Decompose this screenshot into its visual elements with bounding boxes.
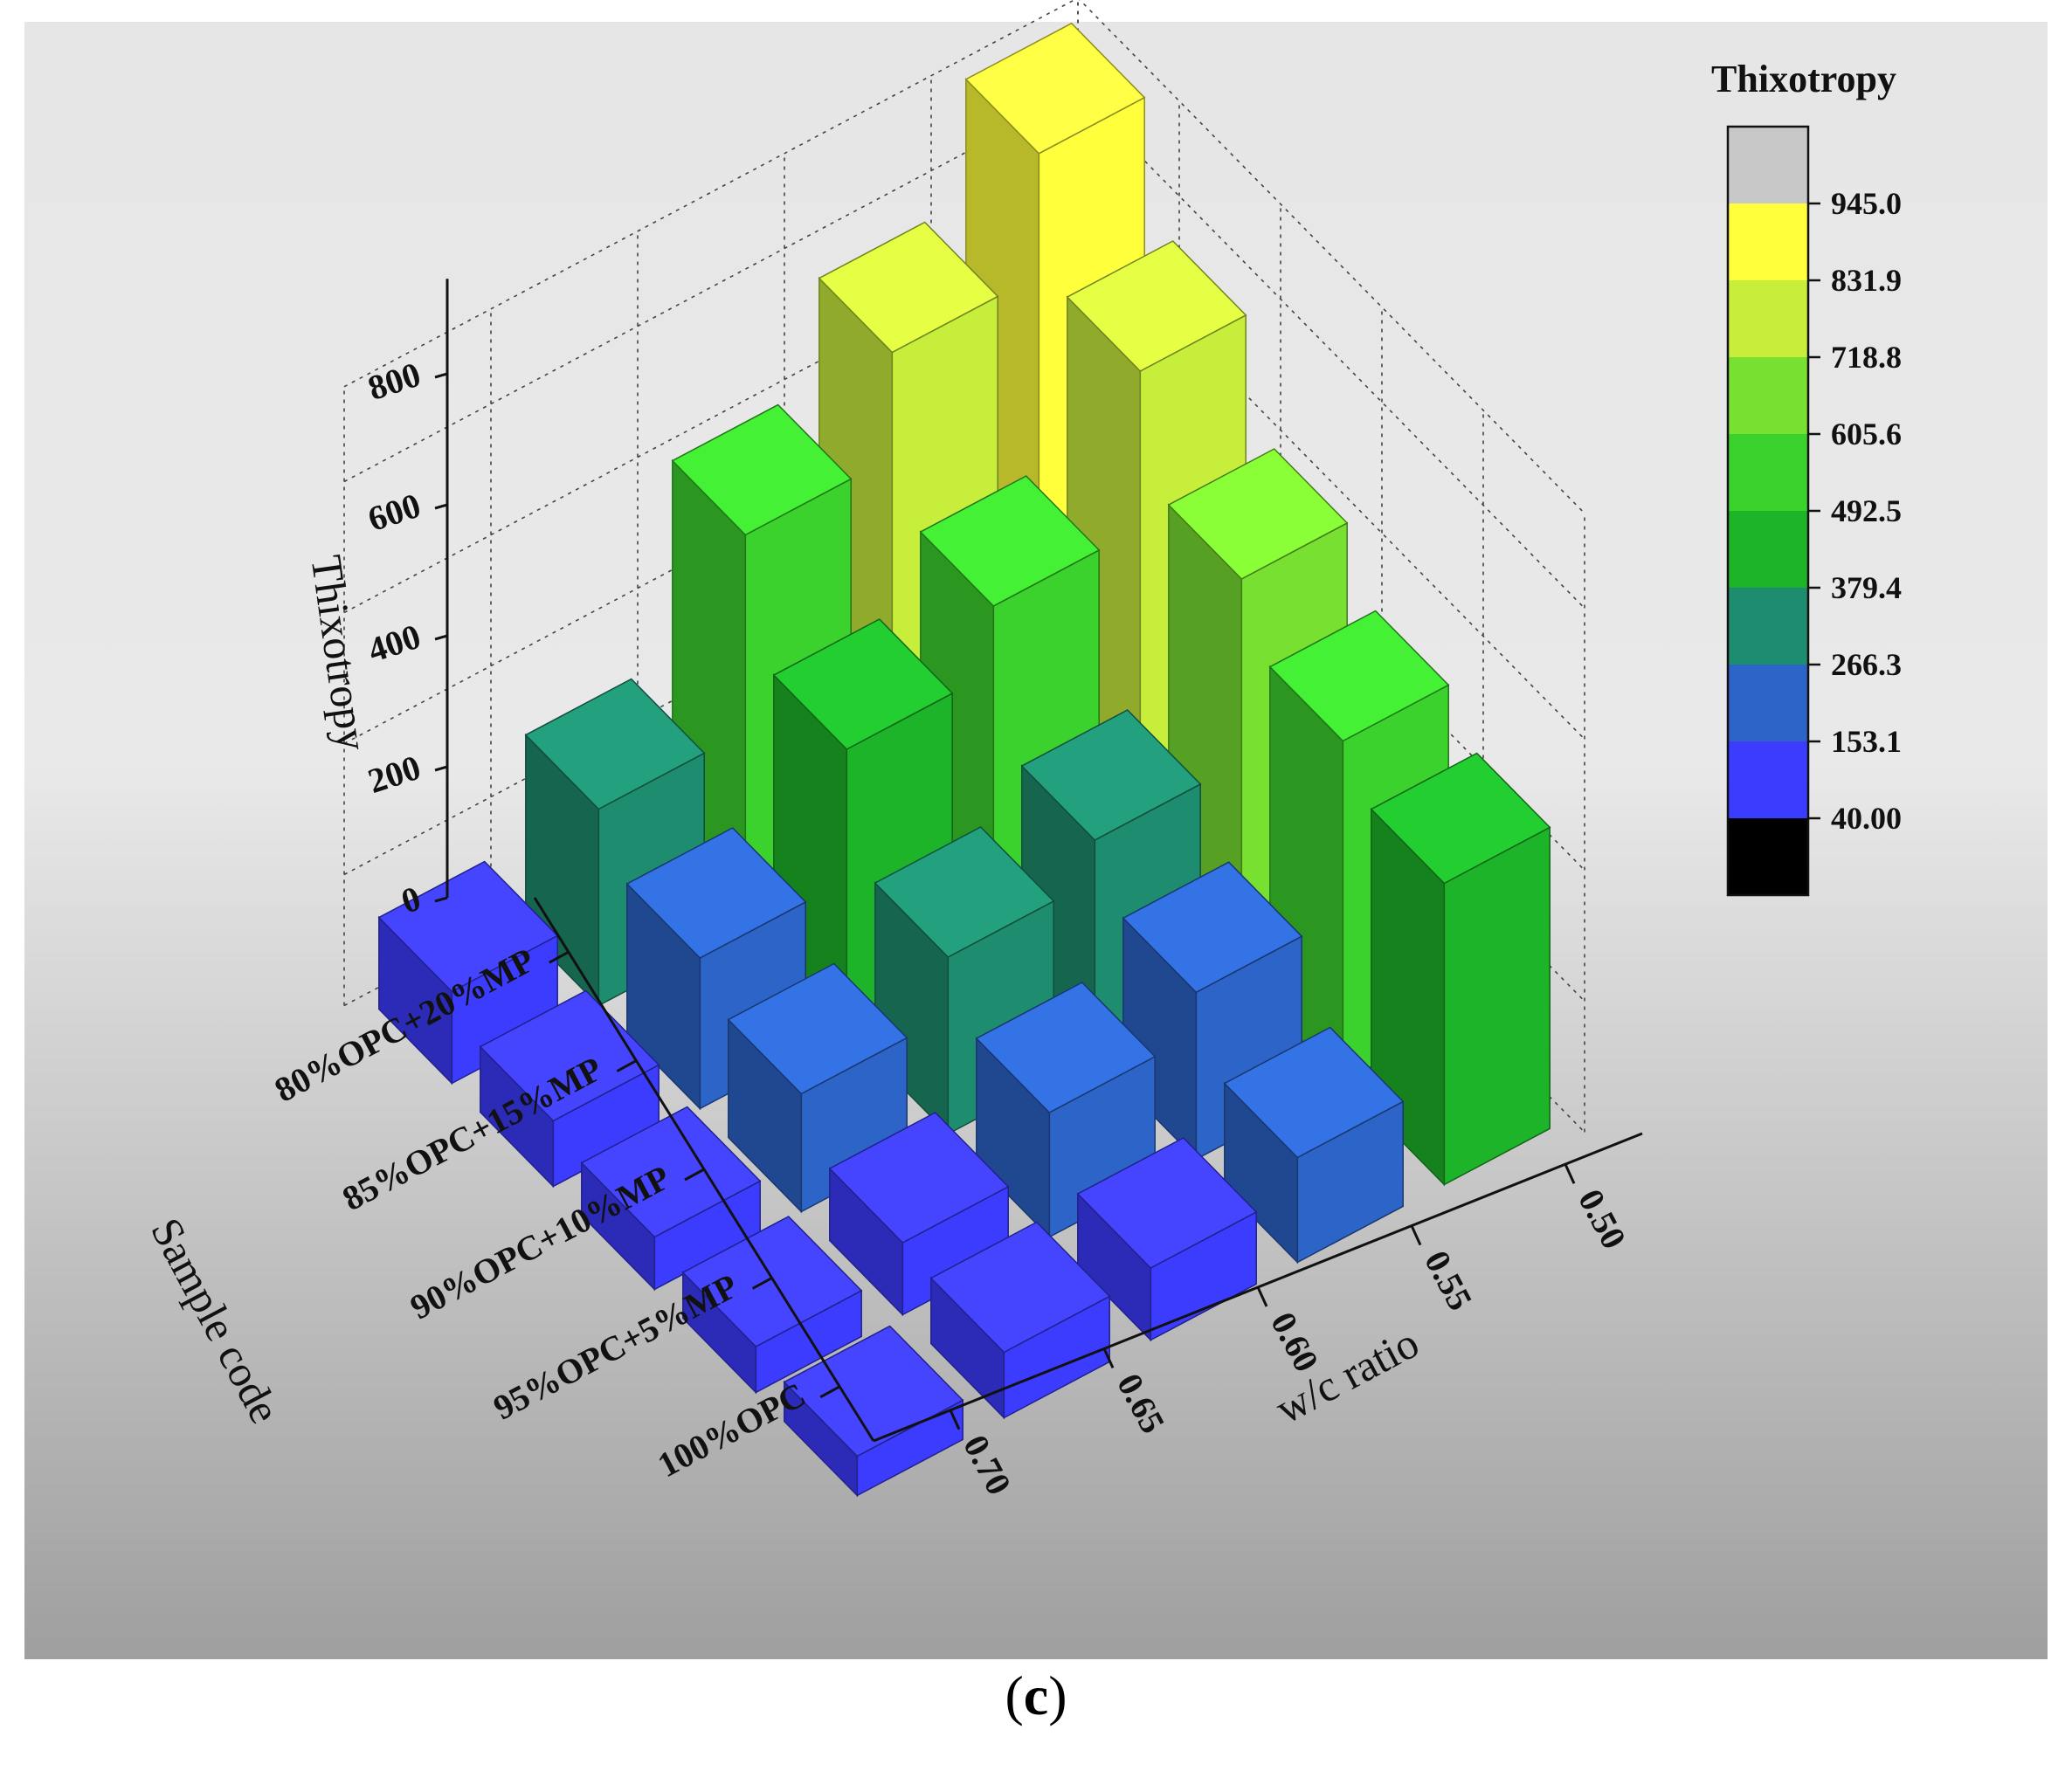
bar-top-face [1076,1137,1258,1269]
legend-swatch [1728,127,1808,203]
caption-letter: c [1023,1664,1049,1726]
legend-swatch [1728,741,1808,818]
legend-swatch [1728,280,1808,357]
bar-top-face [1370,752,1551,885]
legend-tick-label: 40.00 [1831,801,1902,836]
legend-tick-label: 492.5 [1831,493,1902,528]
legend-swatch [1728,588,1808,665]
sample-tick [819,1385,840,1399]
legend-swatch [1728,665,1808,741]
bar-top-face [625,827,807,959]
bar-top-face [1066,240,1247,372]
bar-100%OPC-wc-0.55 [1223,1026,1405,1265]
bar-top-face [818,221,999,354]
sample-tick [684,1168,705,1182]
legend-tick-label: 945.0 [1831,186,1902,221]
legend-swatch [1728,511,1808,588]
bar-top-face [874,826,1055,958]
legend-swatch [1728,434,1808,511]
sample-tick [751,1277,773,1290]
bar-80%OPC+20%MP-wc-0.70 [377,860,559,1085]
bar-95%OPC+5%MP-wc-0.70 [681,1216,863,1395]
bar-top-face [919,475,1101,607]
wc-tick [1410,1224,1422,1246]
bar-95%OPC+5%MP-wc-0.65 [828,1112,1010,1317]
bar-front-face [1443,826,1551,1186]
bar-top-face [524,678,706,810]
bar-top-face [1020,709,1202,841]
bar-top-face [377,860,559,993]
legend-title: Thixotropy [1711,58,1896,100]
legend-tick-label: 605.6 [1831,417,1902,451]
bar-100%OPC-wc-0.65 [929,1221,1111,1420]
wc-tick [1102,1347,1115,1369]
bar-top-face [681,1216,863,1347]
bar-top-face [580,1106,762,1238]
bars-group [377,22,1551,1498]
bar-top-face [964,22,1146,155]
z-tick [434,503,448,510]
legend-tick-label: 379.4 [1831,570,1902,605]
bar-top-face [1167,448,1349,580]
wc-tick [1256,1286,1268,1307]
bar-top-face [727,962,908,1095]
top-frame [343,0,1585,514]
legend-tick-label: 718.8 [1831,340,1902,375]
legend-swatch [1728,818,1808,895]
legend-tick-label: 153.1 [1831,724,1902,759]
bar-top-face [828,1112,1010,1244]
bar-top-face [1223,1026,1405,1159]
z-tick [434,372,448,379]
legend-tick-label: 266.3 [1831,647,1902,682]
z-tick [434,765,448,772]
bar-top-face [975,982,1157,1113]
bar-top-face [929,1221,1111,1354]
bar-top-face [1268,610,1450,742]
z-tick [434,896,448,903]
bar-100%OPC-wc-0.50 [1370,752,1551,1187]
bar-90%OPC+10%MP-wc-0.60 [874,826,1055,1136]
thixotropy-3d-bar-chart: 020040060080080%OPC+20%MP85%OPC+15%MP90%… [24,0,2048,1659]
legend-swatch [1728,203,1808,280]
bar-top-face [1122,861,1303,994]
caption-open-paren: ( [1005,1664,1024,1726]
sample-tick [549,950,570,964]
bar-top-face [671,403,853,536]
legend-swatch [1728,357,1808,434]
figure-caption: (c) [0,1664,2072,1728]
bar-85%OPC+15%MP-wc-0.65 [625,827,807,1111]
bar-90%OPC+10%MP-wc-0.70 [580,1106,762,1292]
color-legend: Thixotropy 945.0 831.9 718.8 605.6 492.5 379.… [1711,58,1902,897]
z-tick [434,634,448,641]
wc-tick [949,1409,961,1430]
bar-100%OPC-wc-0.60 [1076,1137,1258,1342]
legend-tick-label: 831.9 [1831,263,1902,298]
sample-tick [616,1059,638,1072]
caption-close-paren: ) [1048,1664,1067,1726]
wc-tick [1564,1163,1576,1184]
bar-top-face [772,618,954,750]
